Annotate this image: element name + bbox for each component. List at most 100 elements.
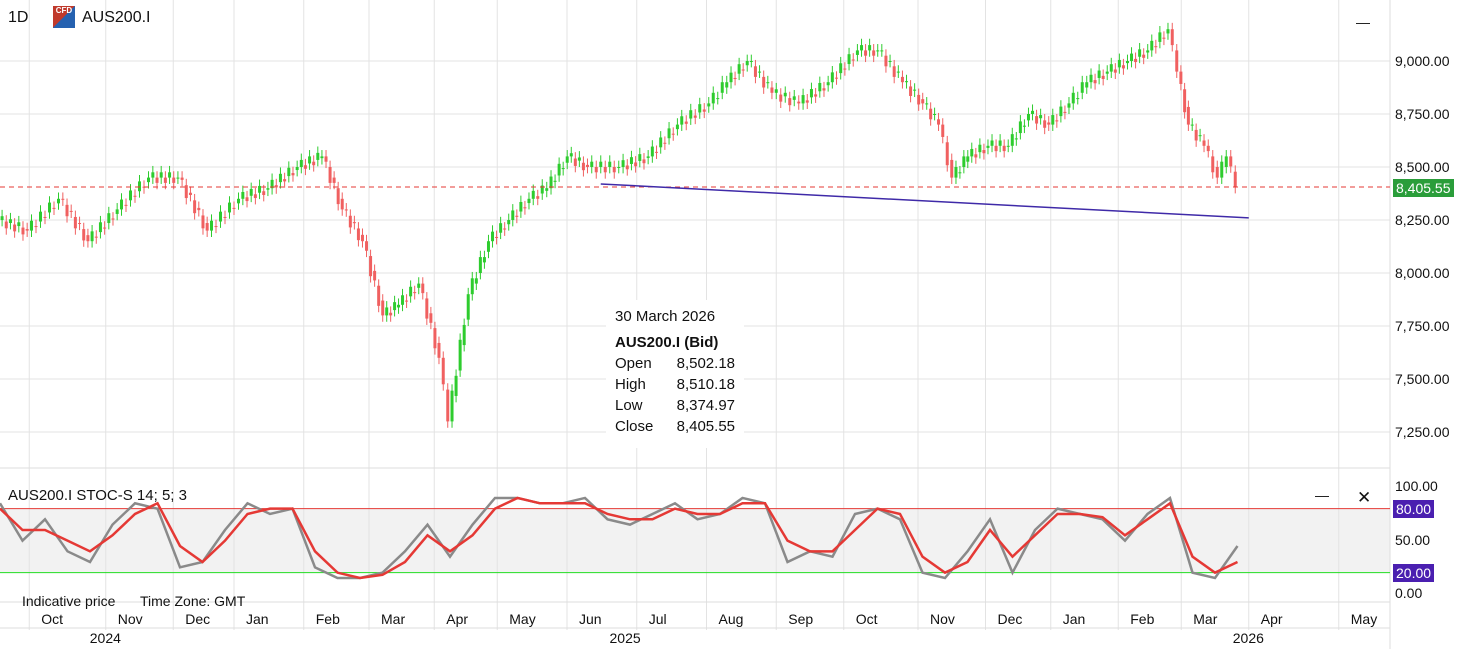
tooltip-row: Open 8,502.18: [615, 353, 735, 374]
candle-body: [1063, 111, 1067, 113]
candle-body: [741, 69, 745, 71]
candle-body: [462, 324, 466, 346]
candle-body: [258, 185, 262, 193]
candle-body: [720, 82, 724, 93]
candle-body: [17, 222, 21, 227]
candle-body: [737, 64, 741, 74]
candle-body: [933, 114, 937, 115]
candle-body: [788, 98, 792, 106]
candle-body: [503, 228, 507, 230]
candle-body: [201, 215, 205, 229]
timezone-label: Time Zone: GMT: [140, 593, 246, 609]
candle-body: [1198, 135, 1202, 137]
candle-body: [884, 55, 888, 67]
candle-body: [864, 50, 868, 56]
candle-body: [30, 220, 33, 231]
symbol-label[interactable]: AUS200.I: [82, 9, 151, 26]
tooltip-value: 8,502.18: [676, 355, 735, 372]
candle-body: [57, 198, 60, 204]
candle-body: [655, 151, 659, 153]
candle-body: [365, 241, 369, 251]
timeframe-label[interactable]: 1D: [8, 9, 29, 26]
candle-body: [590, 161, 594, 167]
month-tick: Nov: [930, 611, 955, 627]
candle-body: [287, 167, 291, 177]
candle-body: [1026, 114, 1030, 121]
indicator-minimize-button[interactable]: —: [1315, 487, 1329, 503]
candle-body: [458, 339, 462, 371]
candle-body: [176, 177, 180, 179]
candle-body: [219, 211, 222, 222]
ohlc-tooltip: 30 March 2026 AUS200.I (Bid) Open 8,502.1…: [606, 300, 744, 448]
lower-level-tag: 20.00: [1393, 564, 1435, 582]
candle-body: [245, 197, 249, 202]
candle-body: [214, 226, 218, 228]
candle-body: [34, 226, 38, 228]
tooltip-date: 30 March 2026: [615, 308, 716, 325]
candle-body: [855, 50, 859, 55]
candle-body: [197, 207, 201, 211]
candle-body: [917, 94, 921, 105]
candle-body: [638, 154, 642, 161]
candle-body: [1002, 145, 1006, 152]
candle-body: [851, 59, 855, 61]
candle-body: [1224, 156, 1228, 167]
candle-body: [642, 159, 646, 164]
candle-body: [725, 82, 729, 88]
month-tick: Aug: [718, 611, 744, 627]
candle-body: [779, 94, 783, 102]
candle-body: [733, 77, 737, 80]
indicative-price-note: Indicative price: [22, 593, 116, 609]
candle-body: [499, 223, 503, 233]
candle-body: [1220, 161, 1224, 178]
candle-body: [634, 162, 638, 167]
candle-body: [549, 176, 553, 189]
candle-body: [1071, 92, 1075, 104]
candle-body: [966, 156, 970, 162]
candle-body: [409, 286, 413, 297]
candle-body: [340, 198, 344, 210]
candle-body: [228, 202, 231, 213]
candle-body: [711, 92, 715, 104]
candle-body: [702, 109, 706, 112]
candle-body: [324, 156, 328, 162]
month-tick: Oct: [41, 611, 64, 627]
candle-body: [1055, 120, 1059, 122]
candle-body: [876, 50, 880, 52]
candle-body: [1089, 74, 1093, 83]
candle-body: [667, 128, 671, 139]
candle-body: [540, 185, 544, 194]
candle-body: [172, 177, 176, 183]
candle-body: [332, 177, 336, 183]
candle-body: [872, 50, 876, 56]
candle-body: [835, 77, 839, 79]
candle-body: [159, 172, 163, 178]
candle-body: [561, 168, 565, 170]
candle-body: [43, 216, 47, 218]
candle-body: [223, 216, 227, 218]
candle-body: [573, 158, 577, 166]
candle-body: [1010, 134, 1014, 146]
candle-body: [107, 213, 111, 224]
month-tick: Jan: [1062, 611, 1086, 627]
candle-body: [986, 145, 990, 148]
minimize-button[interactable]: —: [1356, 14, 1370, 30]
candle-body: [52, 207, 56, 209]
candle-body: [617, 167, 621, 168]
indicator-close-button[interactable]: ✕: [1357, 488, 1372, 507]
candle-body: [320, 156, 324, 159]
candle-body: [1162, 37, 1166, 39]
candle-body: [446, 389, 450, 422]
candle-body: [308, 156, 312, 164]
candle-body: [1085, 82, 1089, 88]
candle-body: [1076, 98, 1080, 100]
candle-body: [78, 223, 82, 225]
candle-body: [888, 61, 892, 62]
candle-body: [770, 87, 774, 93]
candle-body: [1051, 115, 1055, 125]
candle-body: [1138, 49, 1142, 57]
month-tick: Feb: [1130, 611, 1155, 627]
candle-body: [511, 210, 515, 220]
candle-body: [809, 89, 813, 98]
candle-body: [188, 192, 192, 196]
